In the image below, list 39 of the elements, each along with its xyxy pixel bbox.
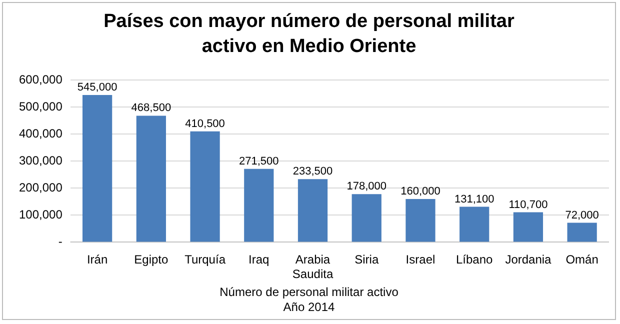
chart-title: Países con mayor número de personal militar activo en Medio Oriente xyxy=(102,10,516,59)
x-tick-label: Jordania xyxy=(505,252,552,267)
data-label: 468,500 xyxy=(131,102,172,114)
x-tick-label: Turquía xyxy=(184,252,226,267)
y-tick-label: - xyxy=(58,234,62,249)
x-tick-label: Israel xyxy=(406,252,436,267)
x-tick-label: Siria xyxy=(354,252,379,267)
x-tick-label: Iraq xyxy=(248,252,270,267)
x-tick-label: Arabia Saudita xyxy=(292,252,334,282)
x-tick-label: Egipto xyxy=(134,252,169,267)
y-tick-label: 100,000 xyxy=(18,208,63,222)
bar xyxy=(82,95,112,242)
data-label: 131,100 xyxy=(454,193,494,206)
x-tick-label: Irán xyxy=(86,252,108,267)
bar xyxy=(513,212,544,242)
bar xyxy=(352,194,382,242)
data-label: 110,700 xyxy=(508,198,548,211)
bar xyxy=(460,206,490,242)
y-tick-label: 400,000 xyxy=(18,126,63,141)
data-label: 178,000 xyxy=(346,180,386,193)
data-label: 72,000 xyxy=(565,209,599,222)
y-tick-label: 300,000 xyxy=(18,154,63,168)
x-tick-label: Líbano xyxy=(456,252,494,267)
x-tick-label: Omán xyxy=(566,252,598,267)
data-label: 271,500 xyxy=(239,155,279,168)
x-axis-title: Número de personal militar activo Año 2014 xyxy=(218,285,400,315)
bar xyxy=(136,116,166,242)
bar xyxy=(244,168,274,242)
bar xyxy=(298,179,328,242)
y-tick-label: 500,000 xyxy=(18,100,63,114)
data-label: 233,500 xyxy=(292,166,333,178)
data-label: 545,000 xyxy=(77,82,118,94)
y-tick-label: 200,000 xyxy=(18,180,63,195)
bar xyxy=(406,199,436,242)
bar xyxy=(190,131,220,242)
y-tick-label: 600,000 xyxy=(18,72,63,87)
bar xyxy=(567,222,597,242)
data-label: 410,500 xyxy=(185,118,225,130)
data-label: 160,000 xyxy=(400,186,440,198)
